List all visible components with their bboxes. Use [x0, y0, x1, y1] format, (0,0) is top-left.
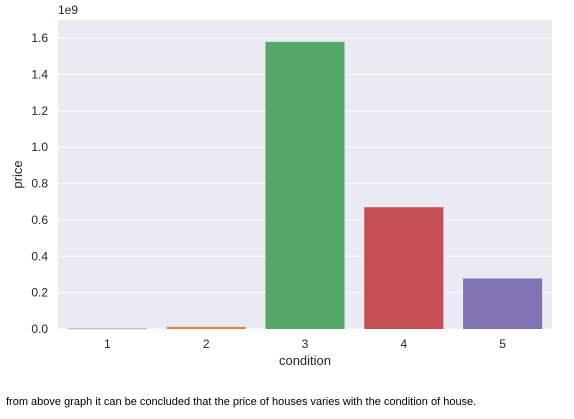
x-tick-label: 2 [203, 337, 210, 351]
caption-text: from above graph it can be concluded tha… [6, 396, 477, 408]
bar-condition-2 [166, 326, 246, 329]
y-tick-label: 1.0 [31, 140, 48, 154]
bar-condition-5 [463, 278, 543, 329]
y-tick-label: 1.2 [31, 104, 48, 118]
x-tick-label: 1 [104, 337, 111, 351]
bar-condition-3 [265, 41, 345, 329]
y-tick-label: 0.2 [31, 286, 48, 300]
bar-chart: 0.0 0.2 0.4 0.6 0.8 1.0 1.2 1.4 1.6 1 2 3 4 5 1e9 co… [10, 3, 552, 368]
x-tick-label: 4 [400, 337, 407, 351]
y-tick-label: 0.4 [31, 249, 48, 263]
bar-condition-1 [67, 328, 147, 330]
y-tick-label: 0.8 [31, 177, 48, 191]
bar-condition-4 [364, 207, 444, 329]
y-tick-label: 0.0 [31, 322, 48, 336]
y-axis-label: price [10, 160, 25, 188]
x-tick-label: 3 [302, 337, 309, 351]
bars [67, 41, 543, 330]
x-axis-label: condition [279, 353, 331, 368]
x-axis-ticks: 1 2 3 4 5 [104, 337, 506, 351]
y-tick-label: 1.4 [31, 68, 48, 82]
y-axis-offset-label: 1e9 [58, 3, 78, 17]
x-tick-label: 5 [499, 337, 506, 351]
y-tick-label: 1.6 [31, 31, 48, 45]
y-axis-ticks: 0.0 0.2 0.4 0.6 0.8 1.0 1.2 1.4 1.6 [31, 31, 48, 336]
y-tick-label: 0.6 [31, 213, 48, 227]
